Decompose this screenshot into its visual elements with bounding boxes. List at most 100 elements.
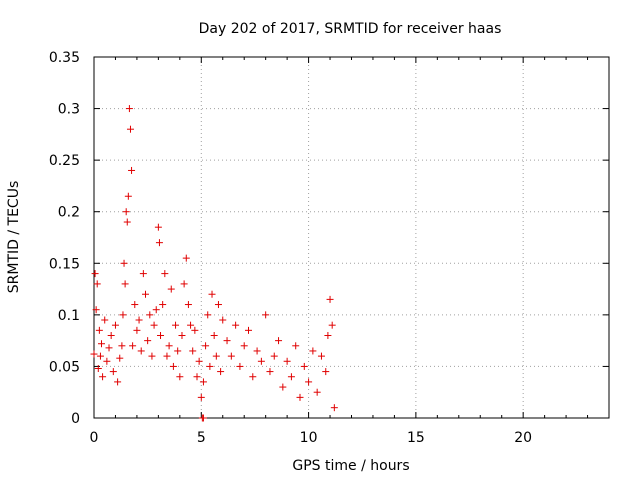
data-point	[133, 326, 141, 334]
data-point	[111, 321, 119, 329]
data-point	[159, 301, 167, 309]
x-axis-label: GPS time / hours	[292, 458, 409, 474]
data-point	[292, 342, 300, 350]
data-point	[146, 311, 154, 319]
data-point	[122, 208, 130, 216]
data-point	[236, 362, 244, 370]
data-point	[195, 357, 203, 365]
data-point	[270, 352, 278, 360]
data-point	[210, 331, 218, 339]
data-point	[240, 342, 248, 350]
data-point	[99, 373, 107, 381]
grid	[94, 57, 609, 418]
data-point	[322, 368, 330, 376]
data-point	[305, 378, 313, 386]
data-point	[148, 352, 156, 360]
data-point	[313, 388, 321, 396]
x-tick-label: 10	[300, 430, 318, 446]
data-point	[287, 373, 295, 381]
data-point	[137, 347, 145, 355]
data-point	[125, 105, 133, 113]
tick-labels: 0 5 10 15 20 0 0.05 0.1 0.15 0.2 0.25 0.3 0.35	[49, 50, 532, 446]
data-point	[180, 280, 188, 288]
data-point	[317, 352, 325, 360]
data-point	[155, 239, 163, 247]
data-point	[144, 337, 152, 345]
data-point	[120, 259, 128, 267]
data-point	[309, 347, 317, 355]
data-point	[167, 285, 175, 293]
data-point	[96, 352, 104, 360]
data-point	[101, 316, 109, 324]
data-point	[328, 321, 336, 329]
data-point	[93, 280, 101, 288]
data-point	[193, 373, 201, 381]
data-point	[169, 362, 177, 370]
y-axis-label: SRMTID / TECUs	[6, 181, 22, 294]
data-point	[176, 373, 184, 381]
chart-title: Day 202 of 2017, SRMTID for receiver haa…	[199, 21, 502, 37]
data-point	[296, 393, 304, 401]
data-point	[262, 311, 270, 319]
x-tick-label: 0	[90, 430, 99, 446]
data-point	[92, 306, 100, 314]
data-points	[90, 105, 338, 422]
data-point	[184, 301, 192, 309]
data-point	[161, 270, 169, 278]
data-point	[279, 383, 287, 391]
data-point	[126, 125, 134, 133]
data-point	[219, 316, 227, 324]
data-point	[116, 354, 124, 362]
x-tick-label: 5	[197, 430, 206, 446]
data-point	[212, 352, 220, 360]
data-point	[165, 342, 173, 350]
y-tick-label: 0.05	[49, 359, 80, 375]
data-point	[121, 280, 129, 288]
data-point	[114, 378, 122, 386]
data-point	[223, 337, 231, 345]
data-point	[103, 357, 111, 365]
data-point	[199, 378, 207, 386]
axis-ticks	[93, 56, 610, 419]
data-point	[174, 347, 182, 355]
data-point	[326, 295, 334, 303]
data-point	[154, 223, 162, 231]
data-point	[202, 342, 210, 350]
data-point	[189, 347, 197, 355]
data-point	[300, 362, 308, 370]
data-point	[142, 290, 149, 298]
plot-frame	[93, 56, 610, 419]
data-point	[257, 357, 265, 365]
data-point	[95, 326, 103, 334]
data-point	[227, 352, 235, 360]
x-tick-label: 20	[514, 430, 532, 446]
data-point	[214, 301, 222, 309]
data-point	[178, 331, 186, 339]
y-tick-label: 0.3	[58, 102, 80, 118]
data-point	[105, 344, 113, 352]
data-point	[208, 290, 216, 298]
data-point	[131, 301, 139, 309]
data-point	[199, 414, 207, 422]
data-point	[90, 350, 98, 358]
data-point	[123, 218, 131, 226]
y-tick-label: 0.1	[58, 308, 80, 324]
data-point	[124, 192, 132, 200]
data-point	[283, 357, 291, 365]
data-point	[129, 342, 137, 350]
data-point	[197, 393, 205, 401]
data-point	[245, 326, 252, 334]
data-point	[172, 321, 180, 329]
data-point	[119, 311, 127, 319]
data-point	[163, 352, 171, 360]
y-tick-label: 0.35	[49, 50, 80, 66]
data-point	[139, 270, 147, 278]
data-point	[152, 306, 160, 314]
y-tick-label: 0.25	[49, 153, 80, 169]
data-point	[128, 166, 136, 174]
data-point	[249, 373, 257, 381]
data-point	[118, 342, 126, 350]
data-point	[191, 326, 199, 334]
data-point	[266, 368, 274, 376]
data-point	[330, 404, 338, 412]
